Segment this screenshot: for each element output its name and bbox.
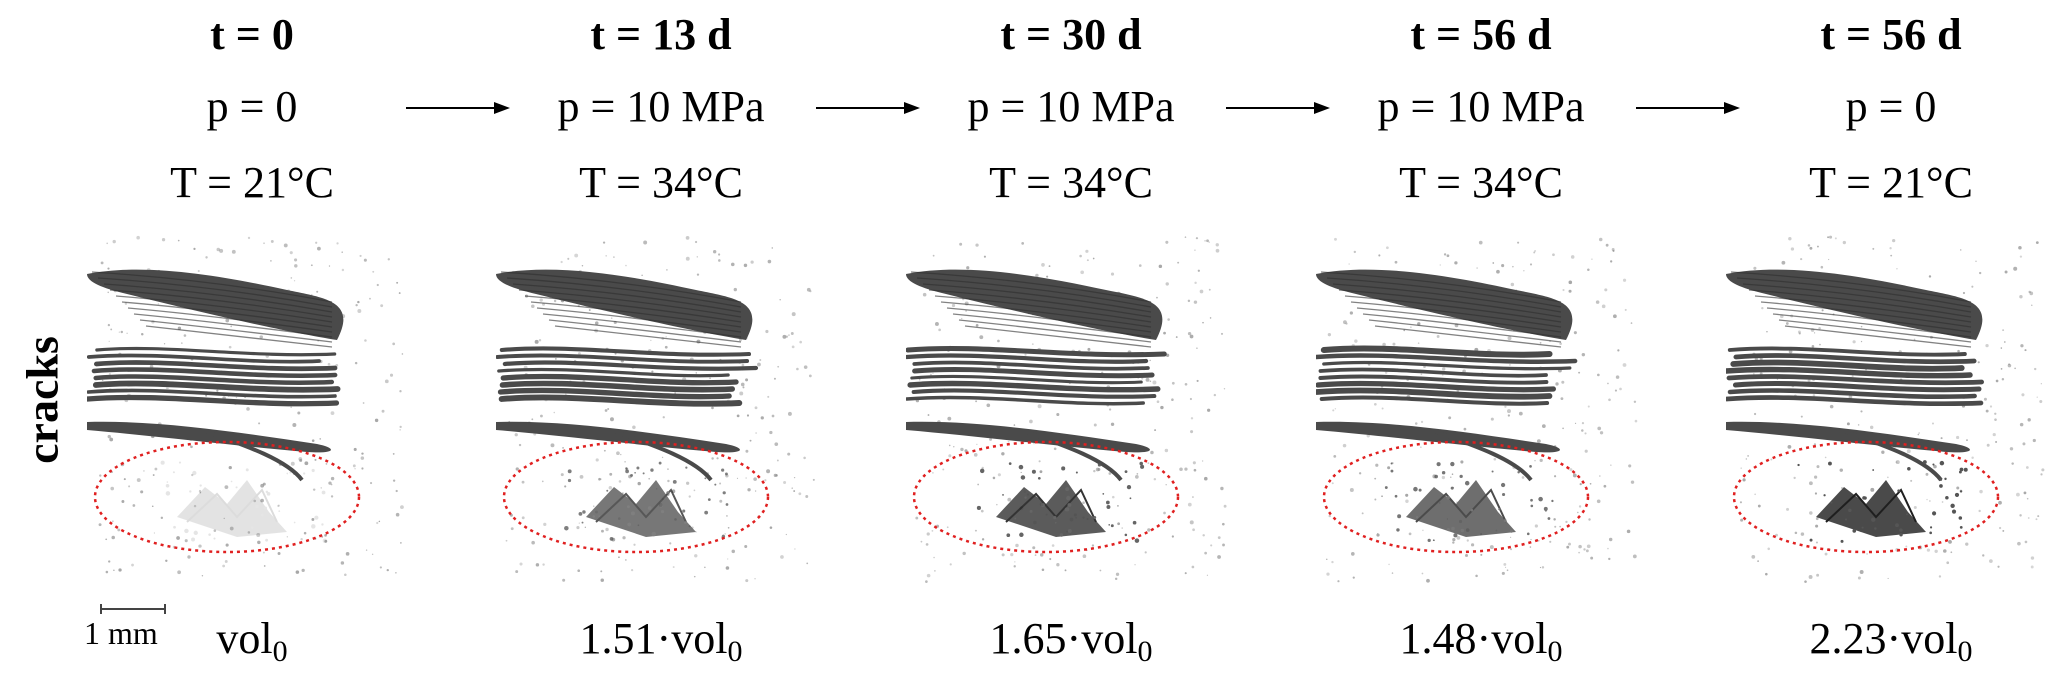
stage-temperature: T = 34°C <box>1399 158 1563 207</box>
stage-crack-volume: 1.48·vol0 <box>1399 614 1563 668</box>
stage-temperature: T = 34°C <box>989 158 1153 207</box>
stage-time: t = 13 d <box>590 10 732 59</box>
stage-time: t = 56 d <box>1410 10 1552 59</box>
stage-time: t = 30 d <box>1000 10 1142 59</box>
right-arrow-icon <box>1226 101 1330 115</box>
stage-temperature: T = 21°C <box>170 158 334 207</box>
stage-pressure: p = 10 MPa <box>557 82 765 131</box>
stage-pressure: p = 10 MPa <box>1377 82 1585 131</box>
crack-scan-image <box>1726 235 2045 583</box>
crack-scan-image <box>87 235 404 577</box>
stage-crack-volume: vol0 <box>216 614 288 668</box>
scale-bar <box>100 604 166 614</box>
crack-scan-image <box>496 236 815 583</box>
right-arrow-icon <box>406 101 510 115</box>
right-arrow-icon <box>816 101 920 115</box>
crack-scan-image <box>906 236 1227 583</box>
crack-scan-image <box>1316 237 1638 583</box>
row-label-cracks: cracks <box>16 336 68 464</box>
stage-pressure: p = 10 MPa <box>967 82 1175 131</box>
stage-time: t = 0 <box>210 10 294 59</box>
stage-pressure: p = 0 <box>1845 82 1937 131</box>
stage-time: t = 56 d <box>1820 10 1962 59</box>
scale-bar-label: 1 mm <box>84 615 158 651</box>
stage-temperature: T = 34°C <box>579 158 743 207</box>
stage-temperature: T = 21°C <box>1809 158 1973 207</box>
stage-crack-volume: 1.65·vol0 <box>989 614 1153 668</box>
right-arrow-icon <box>1636 101 1740 115</box>
stage-crack-volume: 1.51·vol0 <box>579 614 743 668</box>
stage-pressure: p = 0 <box>206 82 298 131</box>
stage-crack-volume: 2.23·vol0 <box>1809 614 1973 668</box>
